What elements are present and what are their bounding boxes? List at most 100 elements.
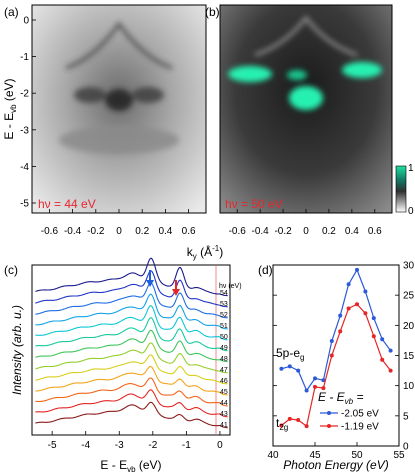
edc-curve: [35, 401, 228, 429]
edc-curve: [35, 365, 228, 396]
d-y-tick-label: 30: [403, 261, 415, 272]
blue-arrow: [146, 270, 154, 287]
edc-curve-label: 51: [220, 323, 228, 330]
edc-curve: [35, 270, 228, 308]
dispersion-features-b: [228, 15, 382, 110]
edc-curves: [35, 257, 228, 429]
edc-curve-label: 53: [220, 301, 228, 308]
panel-d: (d) 0 5 10 15 20 25 30 40 45 50 55 5p-eg t2g E - E…: [258, 261, 415, 473]
data-point: [380, 357, 385, 362]
y-tick-label: 0: [23, 16, 29, 27]
edc-x-axis-label: E - Evb (eV): [100, 458, 161, 473]
edc-curve-label: 46: [220, 378, 228, 385]
d-y-tick-label: 0: [403, 442, 409, 453]
colorbar-max: 1: [408, 163, 414, 174]
data-point: [296, 418, 301, 423]
hv-header: hν (eV): [219, 283, 242, 290]
data-point: [371, 334, 376, 339]
d-y-tick-label: 20: [403, 321, 415, 332]
edc-curve-label: 47: [220, 367, 228, 374]
panel-a-hv-label: hν = 44 eV: [38, 197, 96, 211]
d-y-tick-label: 25: [403, 291, 415, 302]
edc-curve-label: 54: [220, 290, 228, 297]
d-y-tick-label: 10: [403, 381, 415, 392]
data-point: [287, 416, 292, 421]
x-tick-label: 0.6: [368, 226, 382, 237]
data-point: [355, 302, 359, 307]
d-y-tick-label: 15: [403, 351, 415, 362]
x-tick-label: 0.4: [158, 226, 172, 237]
photon-energy-plot-frame: [272, 264, 400, 447]
edc-x-tick-label: -2: [148, 440, 157, 451]
edc-curve-label: 44: [220, 400, 228, 407]
y-tick-label: -5: [20, 199, 29, 210]
red-arrow: [172, 280, 180, 296]
panel-b-letter: (b): [205, 5, 220, 19]
data-point: [321, 386, 326, 391]
data-point: [329, 353, 334, 358]
data-point: [363, 289, 368, 294]
x-tick-label: -0.6: [41, 226, 59, 237]
d-x-tick-label: 45: [309, 450, 321, 461]
legend-entry: -1.19 eV: [341, 422, 379, 433]
d-x-tick-label: 40: [267, 450, 279, 461]
edc-x-ticks: -5 -4 -3 -2 -1 0: [48, 431, 223, 451]
arpes-x-ticks: -0.6 -0.4 -0.2 0 0.2 0.4 0.6 -0.6 -0.4 -0.2 0 0.2 0.…: [41, 209, 382, 237]
legend: -2.05 eV -1.19 eV: [320, 409, 379, 433]
data-point: [329, 339, 334, 344]
edc-x-tick-label: -1: [182, 440, 191, 451]
x-tick-label: -0.2: [274, 226, 292, 237]
data-point: [304, 388, 309, 393]
x-tick-label: -0.6: [229, 226, 247, 237]
edc-curve-label: 49: [220, 345, 228, 352]
edc-curve-label: 52: [220, 312, 228, 319]
edc-curve: [35, 342, 228, 374]
series-line: [281, 268, 392, 392]
data-point: [380, 337, 385, 342]
edc-curve: [35, 305, 228, 341]
panel-a-y-ticks: 0 -1 -2 -3 -4 -5: [20, 16, 36, 210]
edc-x-tick-label: 0: [217, 440, 223, 451]
data-point: [296, 368, 301, 373]
edc-curve: [35, 377, 228, 407]
data-point: [338, 329, 343, 334]
data-point: [321, 378, 326, 383]
dispersion-features: [59, 21, 179, 154]
edc-curve: [35, 257, 228, 297]
data-point: [363, 311, 368, 316]
data-point: [279, 423, 284, 428]
data-point: [388, 348, 393, 353]
panel-d-letter: (d): [258, 263, 273, 277]
edc-curve-label: 48: [220, 356, 228, 363]
colorbar-min: 0: [408, 206, 414, 217]
edc-curve-label: 50: [220, 334, 228, 341]
data-point: [346, 282, 351, 287]
panel-b: (b) hν = 50 eV 1 0: [205, 4, 414, 217]
x-axis-label: ky (Å-1): [187, 244, 223, 261]
annotation-5p-eg: 5p-eg: [276, 346, 304, 362]
x-tick-label: 0.4: [345, 226, 359, 237]
data-point: [346, 306, 351, 311]
edc-x-tick-label: -5: [48, 440, 57, 451]
d-x-axis-label: Photon Energy (eV): [283, 458, 388, 472]
legend-marker: [327, 424, 331, 428]
panel-a: (a) hν = 44 eV 0 -1 -2 -3 -4 -5 E - Evb (eV): [2, 4, 207, 214]
x-tick-label: 0: [116, 226, 122, 237]
panel-c: (c) 41 43 44 45 46 47 48 49 50 51 52 53 54 hν (eV) -…: [4, 257, 242, 473]
edc-curve: [35, 354, 228, 385]
panel-b-hv-label: hν = 50 eV: [225, 197, 283, 211]
x-tick-label: 0.2: [135, 226, 149, 237]
data-point: [304, 424, 309, 429]
x-tick-label: 0.2: [322, 226, 336, 237]
data-point: [371, 316, 376, 321]
y-tick-label: -1: [20, 52, 29, 63]
d-grid-ticks: 0 5 10 15 20 25 30 40 45 50 55: [267, 261, 414, 462]
edc-curve: [35, 317, 228, 352]
legend-title: E - Evb =: [318, 390, 363, 406]
d-series: [279, 267, 393, 429]
data-point: [338, 313, 343, 318]
d-x-tick-label: 55: [393, 450, 405, 461]
y-axis-label: E - Evb (eV): [2, 78, 18, 139]
edc-x-tick-label: -3: [115, 440, 124, 451]
